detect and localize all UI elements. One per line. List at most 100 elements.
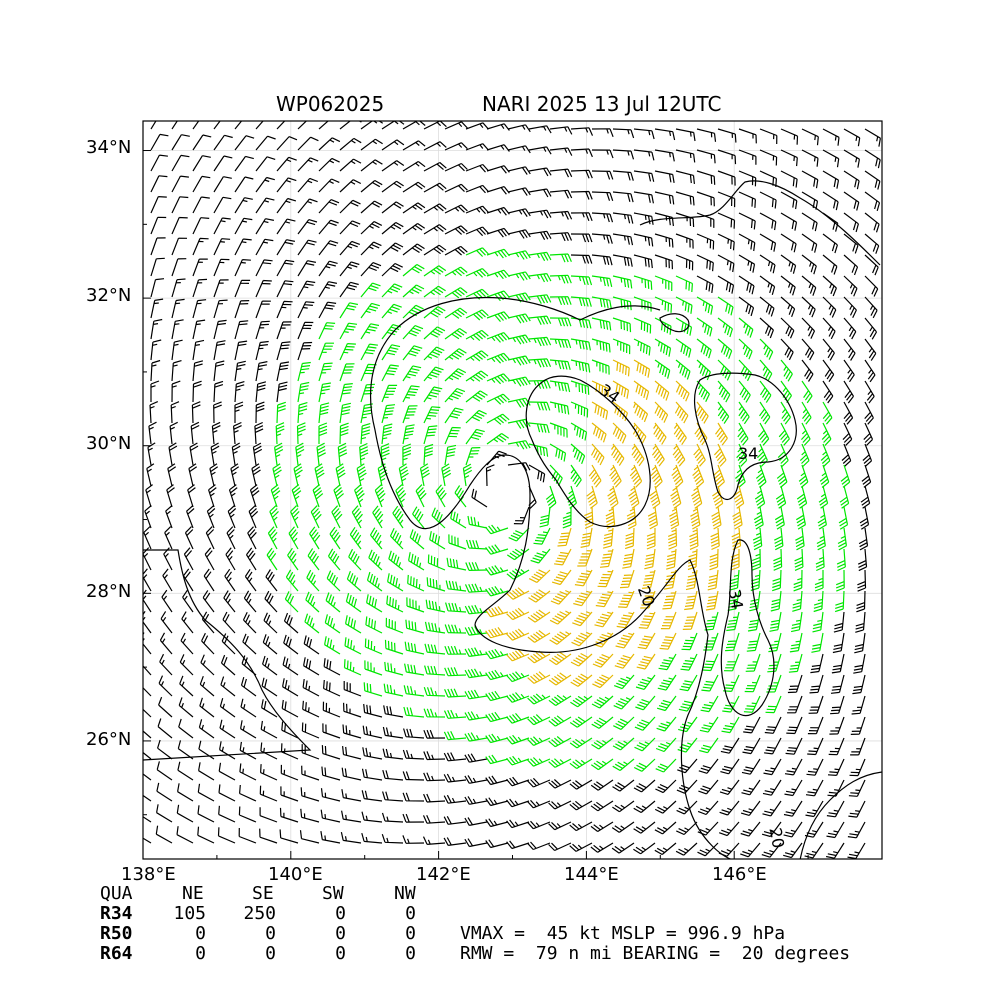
wind-barb bbox=[612, 359, 630, 377]
wind-barb bbox=[843, 317, 857, 340]
wind-barb bbox=[320, 831, 341, 844]
wind-barb bbox=[570, 169, 593, 179]
lon-label-142e: 142°E bbox=[416, 864, 471, 885]
wind-barb bbox=[251, 463, 261, 487]
wind-barb bbox=[549, 317, 572, 327]
wind-barb bbox=[191, 401, 201, 424]
wind-barb bbox=[613, 716, 635, 730]
wind-barb bbox=[423, 708, 446, 718]
wind-barb bbox=[609, 464, 622, 488]
wind-barb bbox=[780, 380, 792, 404]
wind-barb bbox=[780, 338, 794, 361]
wind-barb bbox=[443, 731, 467, 741]
wind-barb bbox=[658, 653, 677, 671]
wind-barb bbox=[736, 443, 748, 467]
wind-barb bbox=[569, 800, 593, 811]
wind-barb bbox=[762, 800, 782, 817]
wind-barb bbox=[675, 149, 696, 163]
wind-barb bbox=[444, 162, 468, 172]
wind-barb bbox=[171, 196, 189, 214]
wind-barb bbox=[405, 619, 425, 634]
wind-barb bbox=[662, 590, 677, 610]
wind-barb bbox=[820, 443, 831, 467]
wind-barb bbox=[443, 837, 467, 846]
table-cell: 0 bbox=[335, 903, 346, 924]
wind-barb bbox=[147, 442, 156, 466]
wind-barb bbox=[168, 442, 178, 466]
wind-barb bbox=[242, 612, 257, 634]
wind-barb bbox=[569, 716, 593, 728]
wind-barb bbox=[149, 401, 159, 424]
wind-barb bbox=[801, 233, 818, 253]
wind-barb bbox=[255, 121, 264, 130]
wind-barb bbox=[612, 758, 635, 772]
wind-barb bbox=[283, 612, 299, 634]
wind-barb bbox=[527, 777, 551, 788]
wind-barb bbox=[306, 569, 320, 592]
wind-barb bbox=[297, 260, 317, 277]
wind-barb bbox=[586, 485, 598, 509]
wind-barb bbox=[761, 842, 782, 858]
wind-barb bbox=[801, 296, 816, 318]
wind-barb bbox=[276, 156, 297, 172]
wind-barb bbox=[705, 590, 719, 611]
wind-barb bbox=[801, 401, 812, 425]
wind-barb bbox=[654, 149, 675, 162]
wind-barb bbox=[462, 463, 473, 487]
wind-barb bbox=[178, 697, 194, 718]
wind-barb bbox=[816, 527, 826, 551]
wind-barb bbox=[239, 741, 257, 760]
table-cell: 0 bbox=[405, 943, 416, 964]
wind-barb bbox=[765, 695, 782, 714]
wind-barb bbox=[570, 190, 593, 200]
wind-barb bbox=[234, 121, 243, 130]
wind-barb bbox=[580, 527, 593, 548]
wind-barb bbox=[528, 315, 552, 325]
wind-barb bbox=[272, 463, 282, 487]
wind-barb bbox=[444, 225, 468, 235]
wind-barb bbox=[150, 216, 167, 235]
wind-barb bbox=[634, 716, 656, 731]
wind-barb bbox=[219, 719, 236, 739]
wind-barb bbox=[335, 463, 346, 487]
wind-barb bbox=[395, 484, 407, 508]
row-label-r34: R34 bbox=[100, 903, 133, 924]
wind-barb bbox=[843, 380, 855, 404]
wind-barb bbox=[312, 484, 324, 508]
wind-barb bbox=[150, 257, 165, 277]
wind-barb bbox=[528, 167, 552, 177]
wind-barb bbox=[255, 135, 276, 151]
wind-barb bbox=[385, 617, 404, 634]
wind-barb bbox=[527, 799, 551, 809]
wind-barb bbox=[171, 298, 185, 319]
wind-barb bbox=[171, 380, 181, 403]
wind-barb bbox=[464, 604, 488, 615]
wind-barb bbox=[343, 681, 362, 697]
wind-barb bbox=[864, 212, 880, 233]
wind-barb bbox=[590, 758, 614, 771]
wind-barb bbox=[148, 421, 157, 445]
wind-barb bbox=[633, 317, 652, 334]
wind-barb bbox=[670, 485, 682, 509]
wind-barb bbox=[527, 650, 551, 664]
wind-barb bbox=[403, 706, 425, 718]
wind-barb bbox=[360, 262, 382, 277]
wind-barb bbox=[150, 298, 164, 319]
wind-barb bbox=[570, 695, 593, 708]
wind-barb bbox=[423, 182, 447, 193]
wind-barb bbox=[423, 285, 446, 298]
wind-barb bbox=[327, 548, 341, 571]
wind-barb bbox=[276, 218, 296, 235]
wind-barb bbox=[444, 142, 468, 151]
wind-barb bbox=[297, 239, 317, 256]
wind-barb bbox=[169, 421, 178, 445]
wind-barb bbox=[165, 505, 173, 529]
wind-barb bbox=[549, 443, 567, 462]
wind-barb bbox=[822, 275, 837, 297]
wind-barb bbox=[717, 317, 733, 338]
wind-barb bbox=[850, 737, 866, 756]
wind-barb bbox=[655, 758, 677, 773]
wind-barb bbox=[528, 230, 552, 240]
wind-barb bbox=[339, 383, 353, 403]
wind-barb bbox=[769, 611, 782, 632]
